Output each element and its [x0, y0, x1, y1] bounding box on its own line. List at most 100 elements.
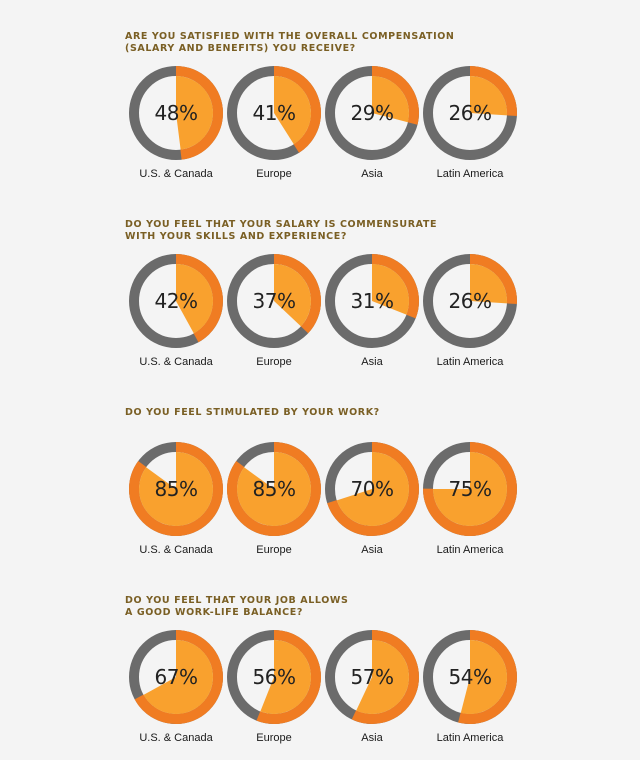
percent-label: 57% [350, 665, 394, 689]
value-wedge [176, 264, 213, 334]
value-wedge [237, 452, 311, 526]
region-label: Asia [361, 544, 383, 556]
donut-chart [129, 442, 223, 536]
question-section-2: DO YOU FEEL THAT YOUR SALARY IS COMMENSU… [0, 188, 640, 376]
value-wedge [460, 640, 507, 714]
ring-value-arc [423, 254, 517, 348]
donut-chart [227, 254, 321, 348]
donut-u-s-canada: 85% [127, 440, 225, 538]
region-label: Latin America [436, 168, 504, 180]
region-label: Asia [361, 356, 383, 368]
percent-label: 56% [252, 665, 296, 689]
question-title: DO YOU FEEL THAT YOUR JOB ALLOWS A GOOD W… [125, 595, 348, 619]
region-label: Latin America [436, 544, 504, 556]
donut-chart [227, 66, 321, 160]
percent-label: 42% [154, 289, 198, 313]
ring-value-arc [227, 630, 321, 724]
region-label: Europe [256, 732, 292, 744]
value-wedge [274, 76, 311, 145]
donut-latin-america: 26% [421, 252, 519, 350]
percent-label: 75% [448, 477, 492, 501]
donut-chart [325, 630, 419, 724]
question-title: DO YOU FEEL THAT YOUR SALARY IS COMMENSU… [125, 219, 437, 243]
donut-chart [129, 254, 223, 348]
donut-asia: 31% [323, 252, 421, 350]
value-wedge [470, 76, 507, 116]
value-wedge [372, 264, 409, 315]
percent-label: 31% [350, 289, 394, 313]
percent-label: 48% [154, 101, 198, 125]
percent-label: 29% [350, 101, 394, 125]
donut-chart [325, 442, 419, 536]
region-label: Latin America [436, 356, 504, 368]
donut-chart [129, 66, 223, 160]
donut-latin-america: 26% [421, 64, 519, 162]
region-label: U.S. & Canada [139, 544, 213, 556]
donut-chart [423, 66, 517, 160]
value-wedge [470, 264, 507, 304]
donut-chart [227, 442, 321, 536]
donut-asia: 29% [323, 64, 421, 162]
question-title-line: WITH YOUR SKILLS AND EXPERIENCE? [125, 231, 347, 242]
question-title: ARE YOU SATISFIED WITH THE OVERALL COMPE… [125, 31, 454, 55]
region-label: Asia [361, 732, 383, 744]
donut-chart [325, 254, 419, 348]
donut-europe: 56% [225, 628, 323, 726]
question-title-line: (SALARY AND BENEFITS) YOU RECEIVE? [125, 43, 356, 54]
value-wedge [372, 76, 409, 123]
donut-europe: 41% [225, 64, 323, 162]
question-title-line: DO YOU FEEL STIMULATED BY YOUR WORK? [125, 407, 380, 418]
percent-label: 26% [448, 101, 492, 125]
region-label: Europe [256, 544, 292, 556]
question-title-line: ARE YOU SATISFIED WITH THE OVERALL COMPE… [125, 31, 455, 42]
ring-value-arc [325, 254, 419, 348]
donut-u-s-canada: 67% [127, 628, 225, 726]
region-label: U.S. & Canada [139, 732, 213, 744]
donut-latin-america: 75% [421, 440, 519, 538]
ring-value-arc [129, 66, 223, 160]
question-section-1: ARE YOU SATISFIED WITH THE OVERALL COMPE… [0, 0, 640, 188]
ring-value-arc [227, 254, 321, 348]
donut-u-s-canada: 48% [127, 64, 225, 162]
region-label: Latin America [436, 732, 504, 744]
ring-value-arc [129, 442, 223, 536]
question-section-3: DO YOU FEEL STIMULATED BY YOUR WORK? 85% U… [0, 376, 640, 564]
region-label: Europe [256, 168, 292, 180]
donut-chart [129, 630, 223, 724]
question-title: DO YOU FEEL STIMULATED BY YOUR WORK? [125, 407, 380, 419]
donut-europe: 85% [225, 440, 323, 538]
value-wedge [176, 76, 214, 150]
percent-label: 54% [448, 665, 492, 689]
region-label: Asia [361, 168, 383, 180]
donut-chart [423, 254, 517, 348]
percent-label: 41% [252, 101, 296, 125]
ring-value-arc [129, 254, 223, 348]
ring-value-arc [227, 66, 321, 160]
question-title-line: A GOOD WORK-LIFE BALANCE? [125, 607, 303, 618]
ring-value-arc [325, 442, 419, 536]
donut-chart [325, 66, 419, 160]
ring-value-arc [423, 442, 517, 536]
value-wedge [143, 640, 213, 714]
percent-label: 85% [154, 477, 198, 501]
percent-label: 37% [252, 289, 296, 313]
question-title-line: DO YOU FEEL THAT YOUR JOB ALLOWS [125, 595, 349, 606]
ring-value-arc [423, 66, 517, 160]
ring-value-arc [129, 630, 223, 724]
region-label: Europe [256, 356, 292, 368]
value-wedge [356, 640, 409, 714]
donut-chart [423, 630, 517, 724]
value-wedge [433, 452, 507, 526]
donut-chart [227, 630, 321, 724]
ring-value-arc [325, 630, 419, 724]
region-label: U.S. & Canada [139, 168, 213, 180]
value-wedge [260, 640, 311, 714]
ring-value-arc [325, 66, 419, 160]
donut-asia: 70% [323, 440, 421, 538]
donut-u-s-canada: 42% [127, 252, 225, 350]
percent-label: 67% [154, 665, 198, 689]
donut-asia: 57% [323, 628, 421, 726]
donut-latin-america: 54% [421, 628, 519, 726]
donut-chart [423, 442, 517, 536]
percent-label: 26% [448, 289, 492, 313]
